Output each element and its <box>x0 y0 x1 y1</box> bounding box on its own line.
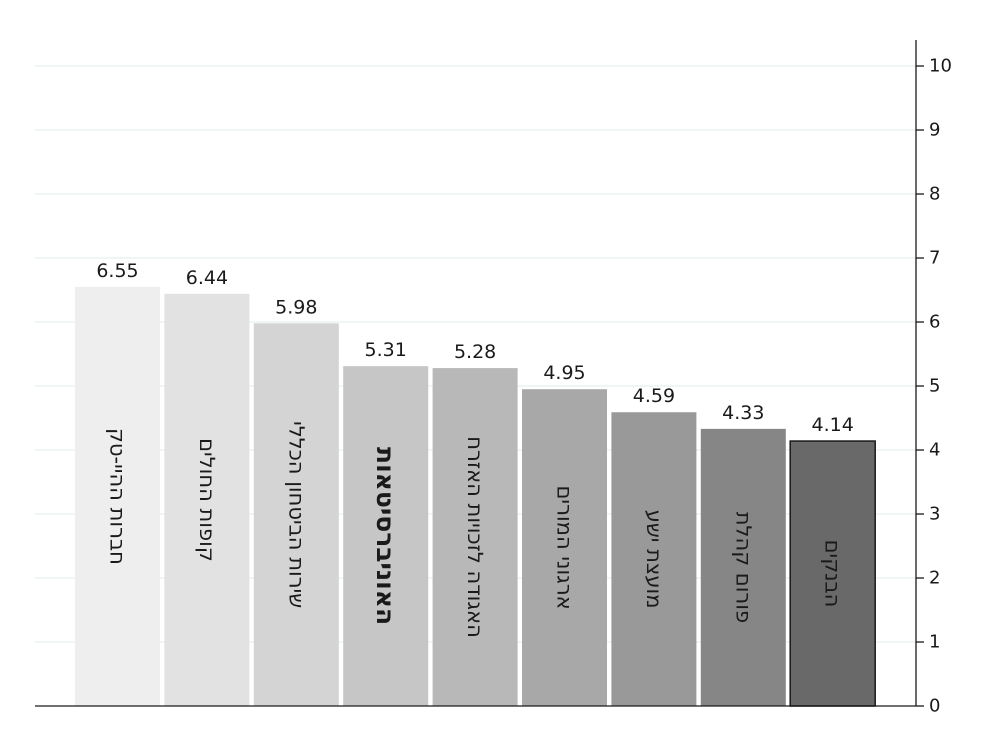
data-labels: 6.55 6.44 5.98 5.31 5.28 4.95 4.59 4.33 4.14 <box>96 260 854 436</box>
bar-2 <box>164 293 250 706</box>
y-tick-label-1: 1 <box>929 632 940 653</box>
bar-6 <box>522 389 607 706</box>
category-label-6: ארגוני המורים <box>553 485 577 609</box>
y-tick-label-2: 2 <box>929 568 940 589</box>
bar-9 <box>789 440 876 707</box>
y-axis: 0 1 2 3 4 5 6 7 8 9 10 <box>35 40 952 717</box>
category-label-4: האוניברסיטאות <box>371 447 400 625</box>
y-tick-label-5: 5 <box>929 376 940 397</box>
category-label-1: חברות ההיי-טק <box>106 428 130 565</box>
y-tick-label-4: 4 <box>929 440 940 461</box>
bars <box>75 286 876 707</box>
bar-5 <box>432 368 518 706</box>
y-tick-label-7: 7 <box>929 248 940 269</box>
category-label-5: האגודה לזכויות האזרח <box>463 436 487 638</box>
y-tick-label-8: 8 <box>929 184 940 205</box>
category-labels: חברות ההיי-טק קופות החולים שירות הביטחון ה… <box>106 421 845 638</box>
bar-7 <box>611 412 697 706</box>
value-label-9: 4.14 <box>812 414 854 436</box>
category-label-9: הבנקים <box>821 540 845 608</box>
bar-4 <box>343 366 429 706</box>
value-label-2: 6.44 <box>186 267 228 289</box>
value-label-3: 5.98 <box>275 296 317 318</box>
value-label-6: 4.95 <box>543 362 585 384</box>
value-label-4: 5.31 <box>365 339 407 361</box>
y-tick-label-9: 9 <box>929 120 940 141</box>
value-label-1: 6.55 <box>96 260 138 282</box>
value-label-7: 4.59 <box>633 385 675 407</box>
value-label-8: 4.33 <box>722 402 764 424</box>
value-label-5: 5.28 <box>454 341 496 363</box>
y-tick-label-6: 6 <box>929 312 940 333</box>
bar-3 <box>253 323 339 706</box>
y-tick-label-0: 0 <box>929 696 940 717</box>
bar-1 <box>75 286 160 706</box>
y-tick-label-10: 10 <box>929 56 952 77</box>
category-label-2: קופות החולים <box>195 438 219 562</box>
category-label-8: פורום קהלת <box>731 512 755 623</box>
category-label-3: שירות הביטחון הכללי <box>284 421 308 608</box>
category-label-7: מועצת ישע <box>642 510 666 609</box>
y-tick-label-3: 3 <box>929 504 940 525</box>
bar-8 <box>700 428 786 706</box>
